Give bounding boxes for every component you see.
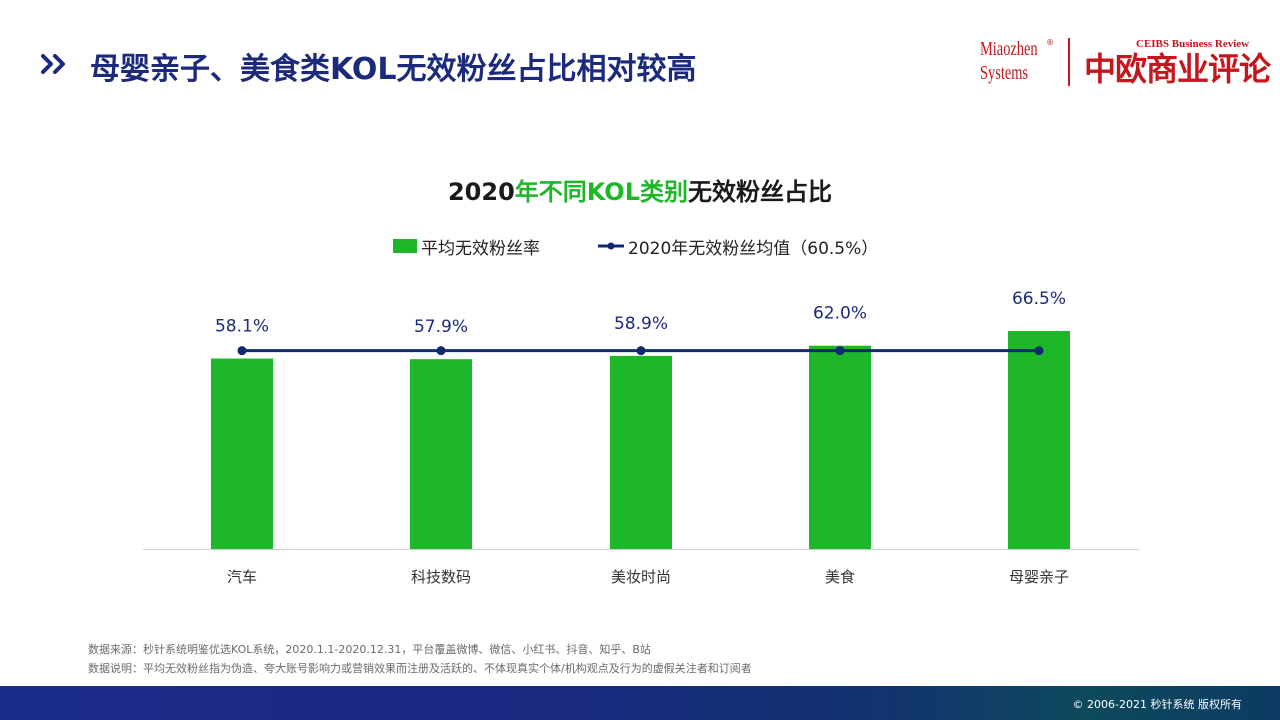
legend-bar-swatch — [393, 239, 417, 253]
miaozhen-logo-line1: Miaozhen — [980, 38, 1038, 60]
chart-legend: 平均无效粉丝率 2020年无效粉丝均值（60.5%） — [0, 234, 1280, 259]
chart-title-highlight: 年不同KOL类别 — [514, 178, 688, 206]
footer-bar — [0, 686, 1280, 720]
miaozhen-logo-line2: Systems — [980, 62, 1029, 84]
bar-value-label: 66.5% — [1012, 289, 1066, 309]
page-title: 母婴亲子、美食类KOL无效粉丝占比相对较高 — [90, 52, 697, 87]
legend-item-bar: 平均无效粉丝率 — [393, 234, 540, 259]
legend-bar-label: 平均无效粉丝率 — [421, 238, 540, 259]
double-chevron-icon — [41, 54, 65, 74]
bar-value-label: 58.9% — [614, 314, 668, 334]
chart-title: 2020年不同KOL类别无效粉丝占比 — [0, 172, 1280, 207]
bar — [610, 355, 672, 549]
ceibs-logo-chinese: 中欧商业评论 — [1084, 50, 1271, 88]
page-header: 母婴亲子、美食类KOL无效粉丝占比相对较高 Miaozhen ® Systems… — [0, 0, 1280, 110]
logo-divider — [1068, 38, 1070, 86]
x-tick-label: 汽车 — [227, 568, 257, 586]
chart-title-year: 2020 — [447, 178, 515, 206]
x-tick-label: 科技数码 — [411, 568, 471, 586]
copyright-text: © 2006-2021 秒针系统 版权所有 — [1072, 698, 1242, 711]
x-tick-label: 美食 — [825, 568, 855, 586]
average-line-marker — [636, 346, 646, 356]
chart-title-rest: 无效粉丝占比 — [688, 178, 832, 206]
legend-line-swatch — [598, 242, 624, 250]
ceibs-logo-english: CEIBS Business Review — [1136, 38, 1250, 50]
legend-line-label: 2020年无效粉丝均值（60.5%） — [628, 238, 879, 259]
average-line-marker — [436, 346, 446, 356]
bar — [1008, 330, 1070, 549]
x-tick-label: 母婴亲子 — [1009, 568, 1069, 586]
registered-mark-icon: ® — [1046, 38, 1054, 47]
average-line-marker — [835, 346, 845, 356]
bar-value-label: 57.9% — [414, 317, 468, 337]
bar — [809, 345, 871, 549]
x-tick-label: 美妆时尚 — [611, 568, 671, 586]
legend-item-line: 2020年无效粉丝均值（60.5%） — [598, 234, 879, 259]
average-line-marker — [237, 346, 247, 356]
data-source-note: 数据来源：秒针系统明鉴优选KOL系统，2020.1.1-2020.12.31，平… — [88, 643, 651, 656]
data-definition-note: 数据说明：平均无效粉丝指为伪造、夸大账号影响力或营销效果而注册及活跃的、不体现真… — [88, 662, 752, 675]
bar-value-label: 58.1% — [215, 317, 269, 337]
miaozhen-logo: Miaozhen ® Systems — [980, 38, 1064, 86]
bar — [410, 359, 472, 549]
bar-value-label: 62.0% — [813, 304, 867, 324]
bar — [211, 358, 273, 549]
average-line-marker — [1034, 346, 1044, 356]
